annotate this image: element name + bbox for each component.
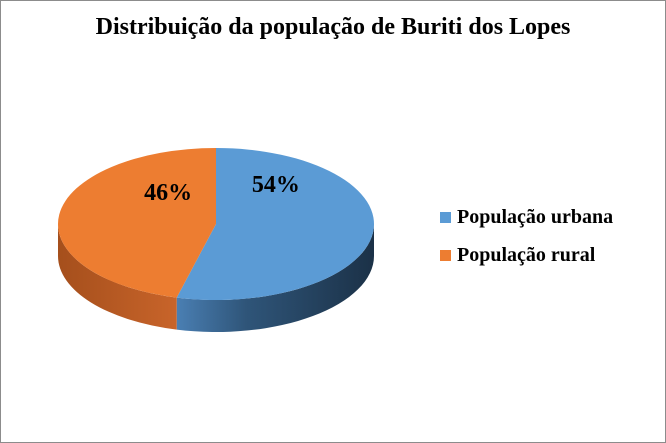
pie-slice-urbana: [176, 148, 374, 301]
legend-label-urbana: População urbana: [457, 205, 614, 228]
legend-item-urbana: População urbana: [440, 206, 613, 228]
data-label-urbana: 54%: [252, 172, 300, 198]
legend-swatch-urbana: [440, 211, 451, 223]
pie-side-rural: [57, 224, 177, 330]
pie-slice-rural: [57, 148, 217, 298]
data-label-rural: 46%: [144, 180, 192, 206]
chart-title: Distribuição da população de Buriti dos …: [95, 14, 571, 40]
legend-item-rural: População rural: [440, 244, 613, 266]
pie-side-urbana: [176, 224, 374, 332]
legend-swatch-rural: [440, 249, 451, 261]
legend: População urbana População rural: [440, 206, 613, 282]
legend-label-rural: População rural: [457, 243, 596, 266]
